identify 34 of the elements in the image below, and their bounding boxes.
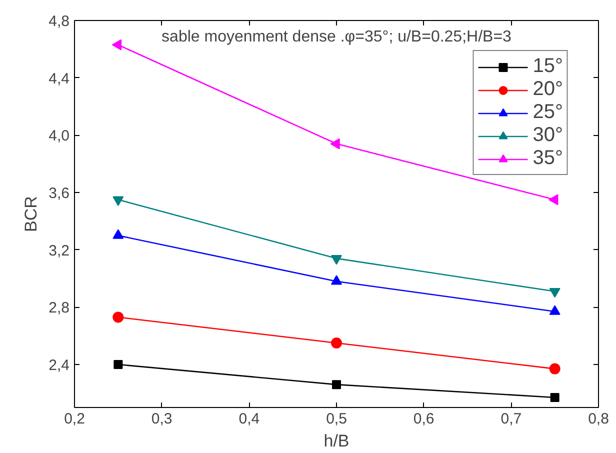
y-tick-label: 2,8 [48, 300, 70, 317]
point [330, 138, 340, 150]
x-tick-label: 0,2 [64, 410, 85, 428]
y-tick-label: 3,6 [48, 185, 70, 202]
y-tick-label: 4,0 [48, 128, 70, 145]
x-axis-title: h/B [324, 432, 350, 450]
point [549, 363, 560, 374]
x-tick-label: 0,6 [413, 410, 434, 428]
point [114, 360, 123, 369]
x-tick-label: 0,7 [500, 410, 522, 428]
point [331, 338, 342, 348]
legend-label: 25° [532, 101, 563, 124]
text: sable moyenment dense .φ=35°; u/B=0.25;H/B=3 [162, 28, 512, 46]
point [112, 229, 124, 239]
legend-label: 35° [532, 147, 563, 170]
point [112, 312, 124, 323]
point [332, 380, 341, 390]
legend-label: 15° [532, 55, 563, 78]
y-tick-label: 3,2 [48, 242, 70, 260]
legend-label: 30° [532, 124, 563, 147]
point [331, 275, 342, 285]
x-tick-label: 0,4 [238, 410, 260, 428]
point [549, 305, 560, 315]
y-tick-label: 4,4 [48, 70, 70, 88]
point [112, 39, 122, 50]
x-tick-label: 0,8 [588, 410, 609, 428]
point [548, 194, 558, 206]
y-axis-title: BCR [22, 196, 41, 232]
y-tick-label: 2,4 [48, 357, 70, 374]
x-tick-label: 0,3 [151, 410, 172, 428]
point [550, 392, 560, 402]
legend-label: 20° [532, 78, 563, 101]
x-tick-label: 0,5 [326, 410, 347, 428]
y-tick-label: 4,8 [48, 13, 70, 30]
